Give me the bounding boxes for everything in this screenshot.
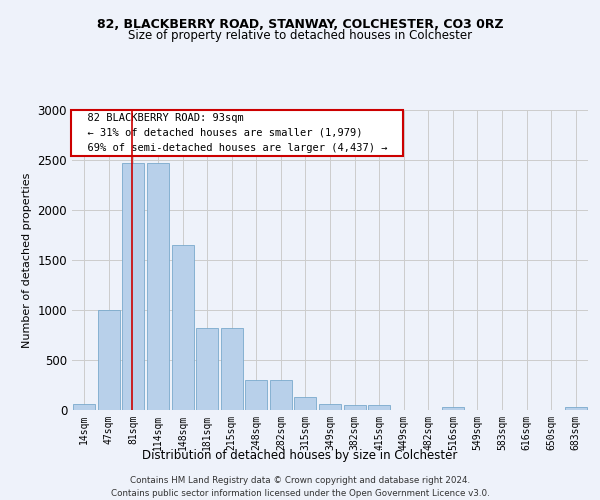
Text: 82 BLACKBERRY ROAD: 93sqm  
  ← 31% of detached houses are smaller (1,979)  
  6: 82 BLACKBERRY ROAD: 93sqm ← 31% of detac…: [74, 113, 400, 152]
Bar: [319, 404, 341, 410]
Bar: [98, 310, 120, 410]
Bar: [196, 328, 218, 410]
Bar: [221, 328, 243, 410]
Bar: [172, 245, 194, 410]
Bar: [122, 163, 145, 410]
Bar: [147, 163, 169, 410]
Bar: [295, 397, 316, 410]
Bar: [442, 406, 464, 410]
Text: Distribution of detached houses by size in Colchester: Distribution of detached houses by size …: [142, 448, 458, 462]
Bar: [270, 380, 292, 410]
Text: Size of property relative to detached houses in Colchester: Size of property relative to detached ho…: [128, 29, 472, 42]
Bar: [245, 380, 268, 410]
Bar: [344, 404, 365, 410]
Text: Contains HM Land Registry data © Crown copyright and database right 2024.
Contai: Contains HM Land Registry data © Crown c…: [110, 476, 490, 498]
Bar: [368, 404, 390, 410]
Y-axis label: Number of detached properties: Number of detached properties: [22, 172, 32, 348]
Bar: [565, 407, 587, 410]
Text: 82, BLACKBERRY ROAD, STANWAY, COLCHESTER, CO3 0RZ: 82, BLACKBERRY ROAD, STANWAY, COLCHESTER…: [97, 18, 503, 30]
Bar: [73, 404, 95, 410]
